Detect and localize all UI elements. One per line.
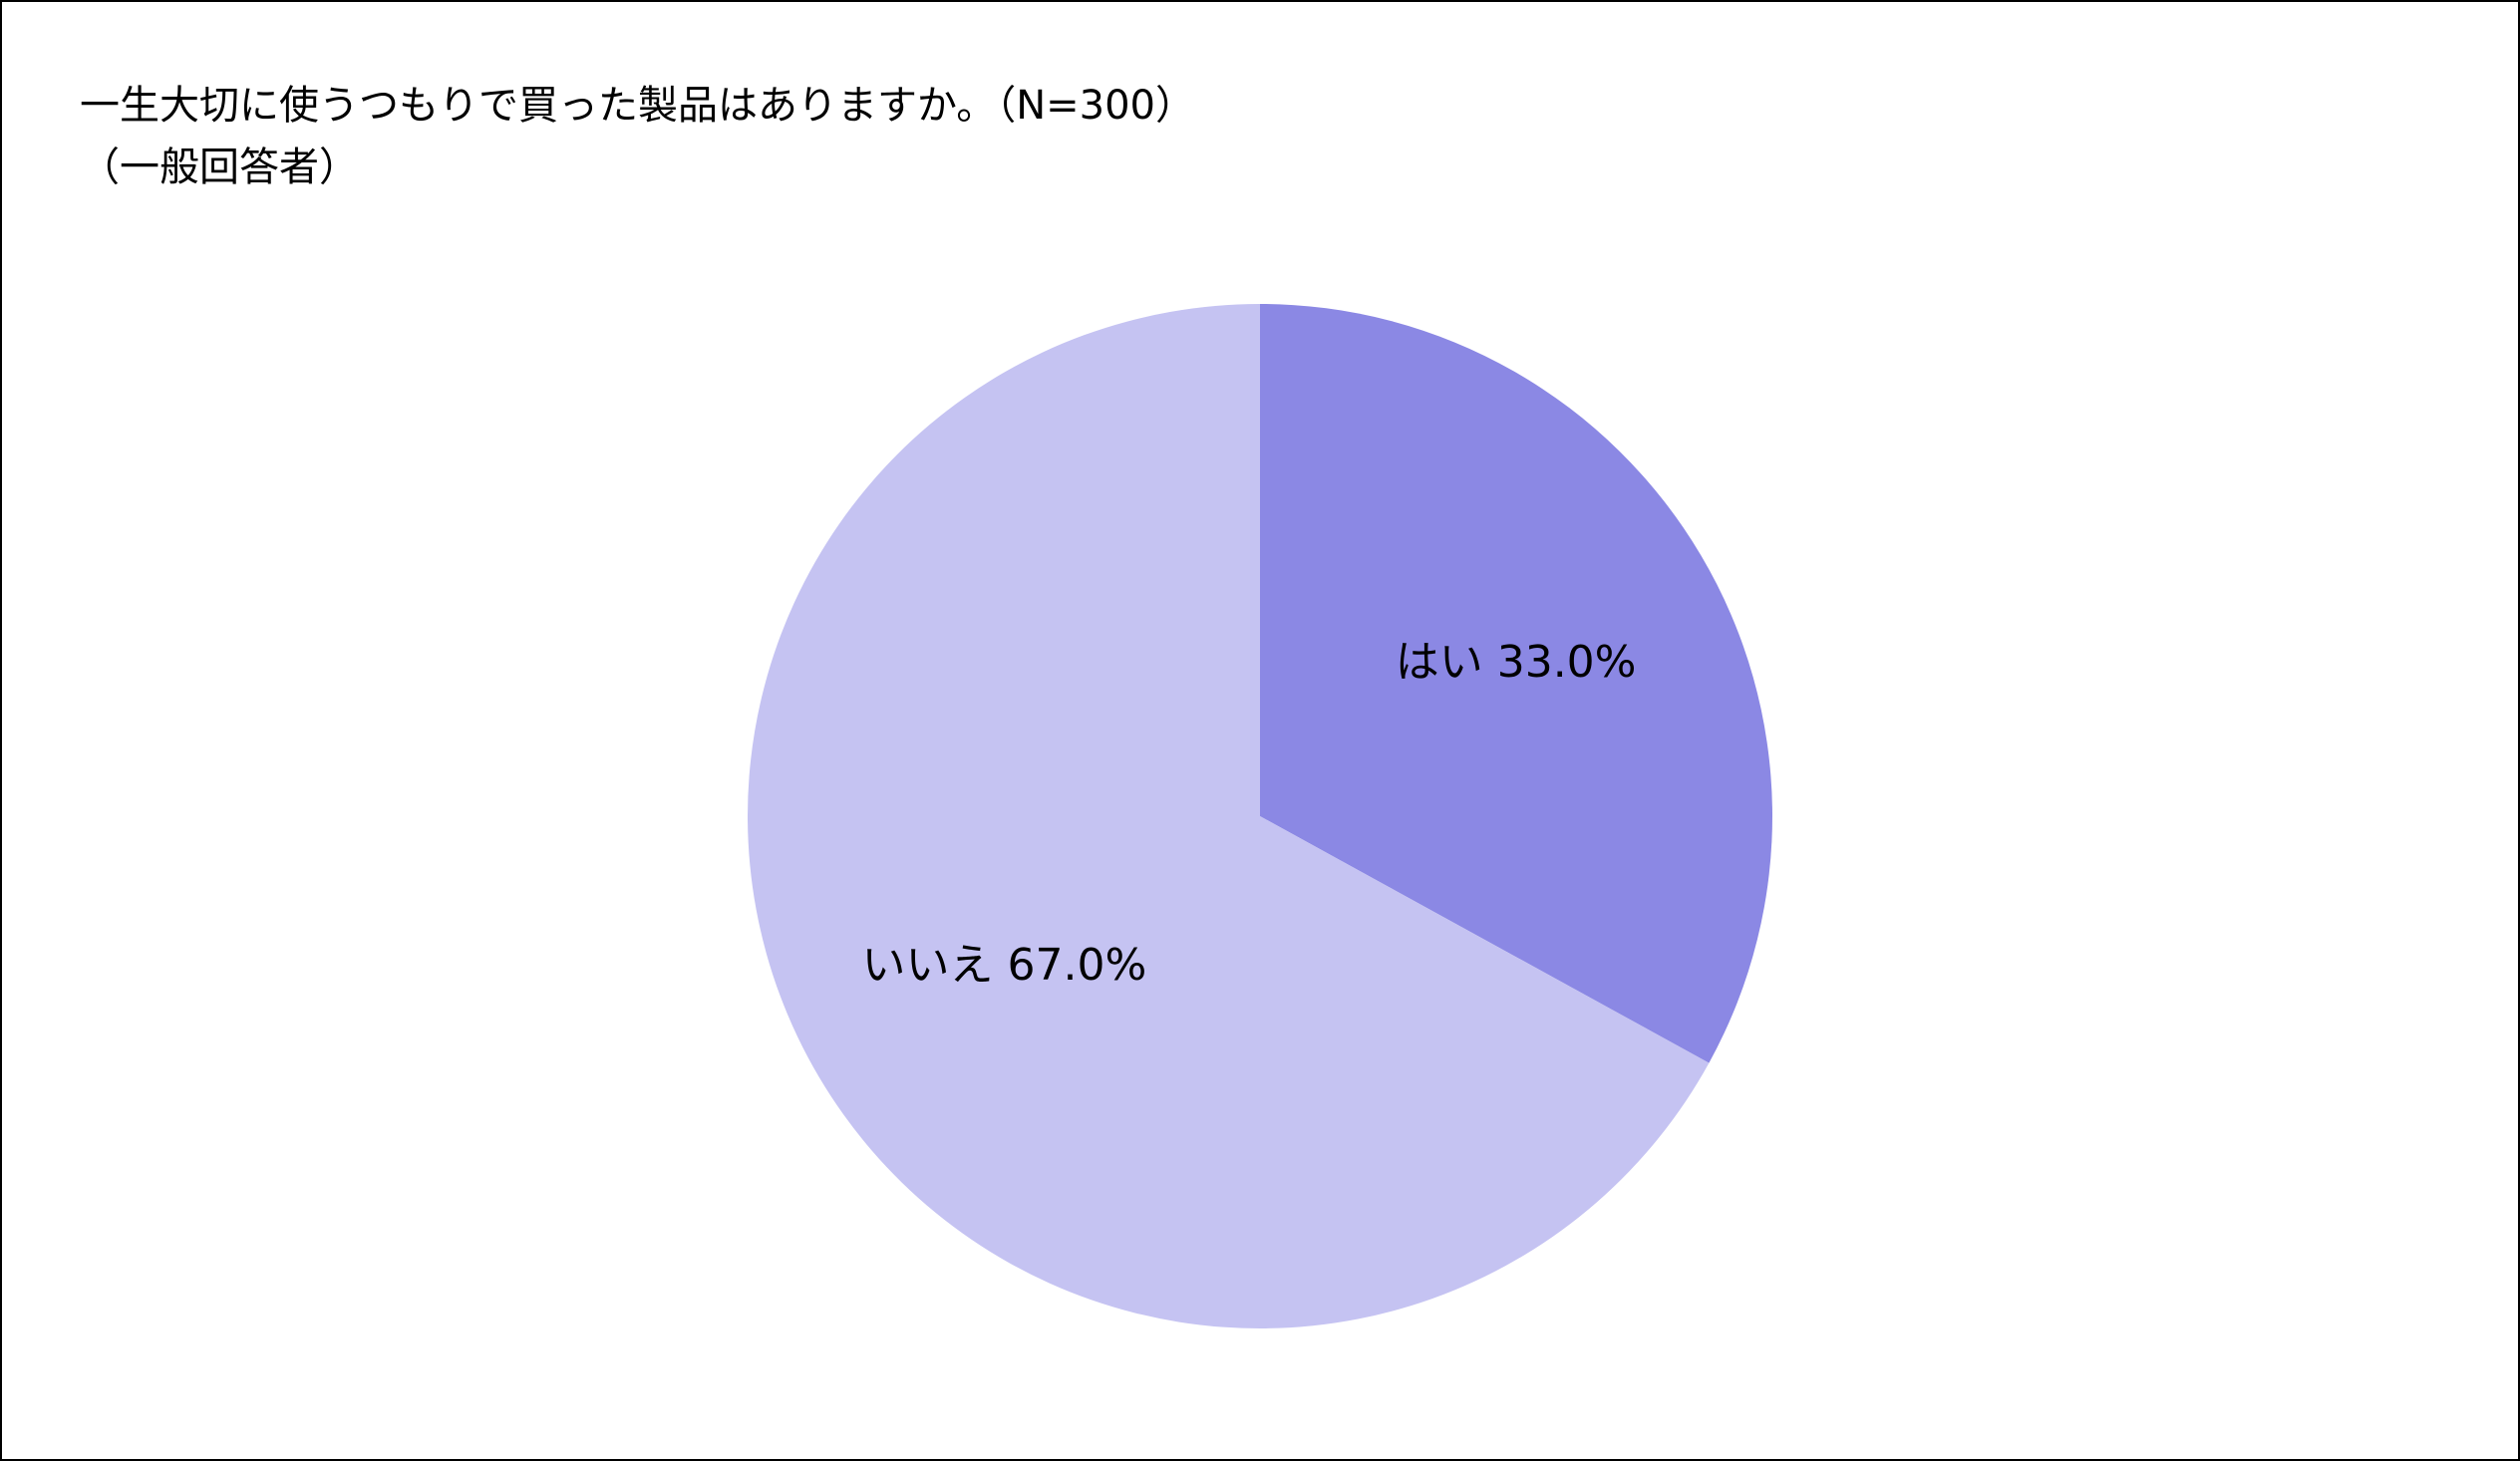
- category-label: いいえ: [862, 940, 994, 991]
- data-label: いいえ 67.0%: [862, 940, 1147, 991]
- chart-title: 一生大切に使うつもりで買った製品はありますか。（N=300）: [80, 83, 1195, 129]
- category-label: はい: [1396, 637, 1483, 688]
- value-label: 67.0%: [1008, 940, 1147, 991]
- pie-slice: [748, 304, 1710, 1329]
- chart-subtitle: （一般回答者）: [80, 145, 359, 190]
- data-label: はい 33.0%: [1396, 637, 1637, 688]
- value-label: 33.0%: [1497, 637, 1637, 688]
- pie-slice: [1260, 304, 1772, 1063]
